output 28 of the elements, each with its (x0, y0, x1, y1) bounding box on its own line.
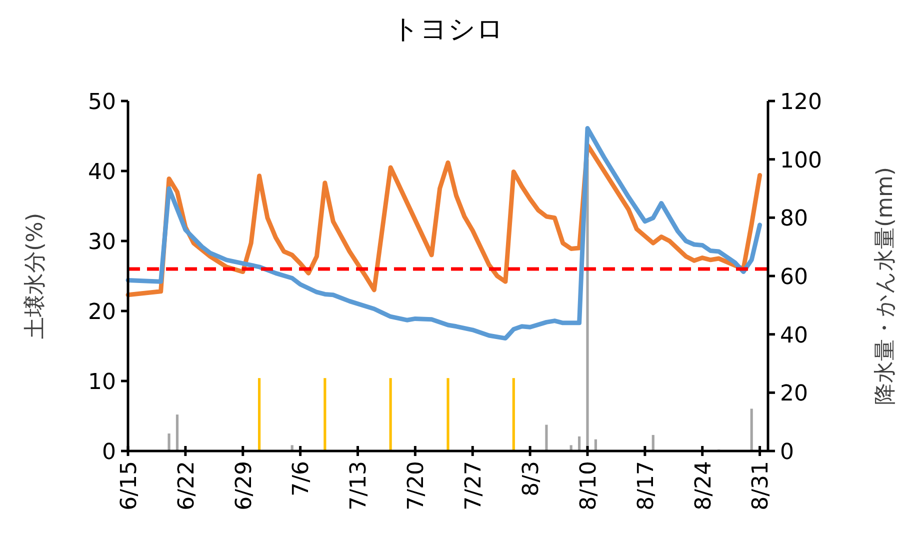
y2-axis-title: 降水量・かん水量(mm) (873, 166, 898, 406)
y2-tick-label: 100 (780, 148, 822, 174)
x-tick-label: 6/29 (232, 461, 257, 510)
y-tick-label: 0 (102, 440, 116, 465)
x-tick-label: 6/15 (116, 461, 142, 510)
x-tick-label: 8/24 (691, 461, 716, 510)
x-tick-label: 8/17 (634, 461, 659, 510)
x-tick-label: 7/20 (404, 461, 430, 510)
y2-tick-label: 80 (780, 206, 808, 232)
x-tick-label: 8/10 (576, 461, 602, 510)
x-tick-label: 7/27 (462, 461, 487, 510)
x-tick-label: 6/22 (174, 461, 200, 510)
y-tick-label: 50 (88, 90, 116, 115)
y-tick-label: 10 (88, 370, 116, 395)
y-tick-label: 30 (88, 230, 116, 255)
x-tick-label: 7/6 (289, 461, 314, 496)
x-tick-label: 8/31 (748, 461, 774, 510)
x-tick-label: 8/3 (518, 461, 544, 496)
y2-tick-label: 40 (780, 323, 808, 348)
y2-tick-label: 120 (780, 90, 822, 115)
y2-tick-label: 60 (780, 264, 808, 290)
y2-tick-label: 20 (780, 382, 808, 407)
y-axis-title: 土壌水分(%) (23, 212, 48, 340)
chart-title: トヨシロ (392, 14, 504, 45)
y2-tick-label: 0 (780, 440, 794, 465)
y-tick-label: 40 (88, 160, 116, 185)
x-tick-label: 7/13 (346, 461, 372, 510)
y-tick-label: 20 (88, 300, 116, 325)
